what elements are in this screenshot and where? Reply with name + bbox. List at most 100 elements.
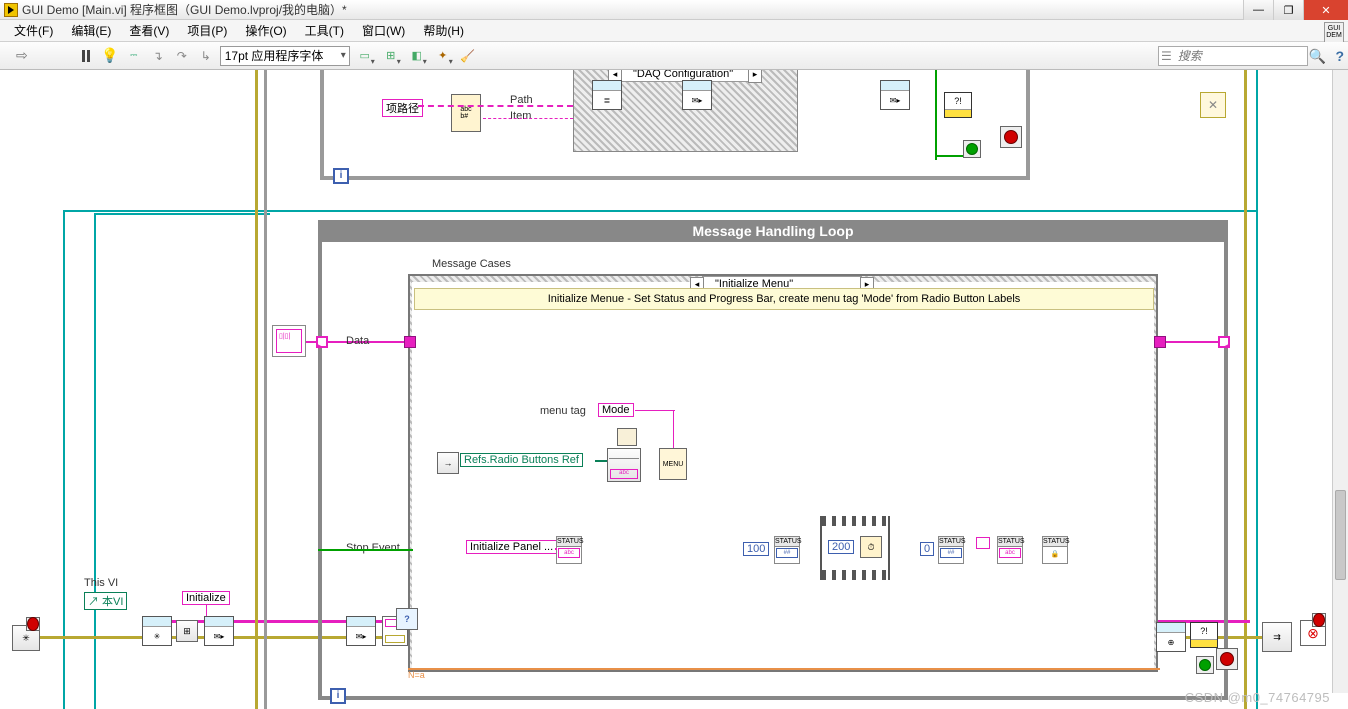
menu-label: MENU [663,461,684,468]
search-input[interactable] [1174,49,1307,63]
disable-node[interactable] [1200,92,1226,118]
path-constant[interactable]: 项路径 [382,99,423,117]
case-selector-terminal[interactable]: ? [396,608,418,630]
wire [418,105,573,107]
wire [483,118,573,119]
error-handler-node[interactable]: ?! [944,92,972,118]
wire [63,210,1258,212]
numeric-constant-200[interactable]: 200 [828,540,854,554]
menu-edit[interactable]: 编辑(E) [63,20,119,41]
unbundle-node[interactable]: abcb# [451,94,481,132]
refs-element[interactable]: Refs.Radio Buttons Ref [460,453,583,467]
label-this-vi: This VI [84,577,118,589]
label-menu-tag: menu tag [540,405,586,417]
scrollbar-thumb[interactable] [1335,490,1346,580]
window-titlebar: GUI Demo [Main.vi] 程序框图（GUI Demo.lvproj/… [0,0,1348,20]
numeric-constant-100[interactable]: 100 [743,542,769,556]
loop-condition[interactable] [1196,656,1214,674]
loop-condition[interactable] [963,140,981,158]
context-help-button[interactable]: ? [1335,48,1344,64]
cleanup-button[interactable]: 🧹 [458,46,478,66]
search-box[interactable]: ☰ [1158,46,1308,66]
menu-subvi[interactable]: MENU [659,448,687,480]
menu-window[interactable]: 窗口(W) [354,20,413,41]
wire [635,410,675,411]
this-vi-constant[interactable]: ↗ 本VI [84,592,127,610]
highlight-execution-button[interactable]: 💡 [100,46,120,66]
initialize-panel-string[interactable]: Initialize Panel ... [466,540,557,554]
step-into-button[interactable]: ↴ [148,46,168,66]
empty-string-constant[interactable] [976,537,990,549]
led-icon [1312,613,1326,627]
stop-terminal[interactable] [1000,126,1022,148]
case-body [412,318,1154,668]
menu-tools[interactable]: 工具(T) [297,20,352,41]
label-item: Item [510,110,531,122]
subvi-node[interactable]: ✉▸ [682,80,712,110]
tunnel [1154,336,1166,348]
font-selector[interactable]: 17pt 应用程序字体 [220,46,350,66]
menu-help[interactable]: 帮助(H) [415,20,472,41]
toolbar: ⇨ 💡 ⎓ ↴ ↷ ↳ 17pt 应用程序字体 ▭ ⊞ ◧ ✦ 🧹 ☰ 🔍 ? [0,42,1348,70]
menu-operate[interactable]: 操作(O) [237,20,294,41]
mode-string-constant[interactable]: Mode [598,403,634,417]
watermark: CSDN @m0_74764795 [1185,690,1330,705]
maximize-button[interactable]: ❐ [1273,0,1303,20]
font-value: 17pt 应用程序字体 [225,47,324,64]
initialize-string-constant[interactable]: Initialize [182,591,230,605]
menu-file[interactable]: 文件(F) [6,20,61,41]
minimize-button[interactable]: — [1243,0,1273,20]
unbundle-by-name[interactable]: → [437,452,459,474]
step-over-button[interactable]: ↷ [172,46,192,66]
numeric-constant-0[interactable]: 0 [920,542,934,556]
menu-view[interactable]: 查看(V) [121,20,177,41]
auto-index-label: N=a [408,670,425,680]
enqueue-subvi[interactable]: ✉▸ [204,616,234,646]
shift-register-right[interactable] [1218,336,1230,348]
reorder-dropdown[interactable]: ✦ [432,46,454,66]
status-indicator[interactable]: STATUSabc [997,536,1023,564]
close-button[interactable]: ✕ [1303,0,1348,20]
wire [264,70,267,709]
resize-dropdown[interactable]: ◧ [406,46,428,66]
for-loop-icon[interactable] [617,428,637,446]
menu-bar: 文件(F) 编辑(E) 查看(V) 项目(P) 操作(O) 工具(T) 窗口(W… [0,20,1348,42]
merge-errors-node[interactable]: ⇉ [1262,622,1292,652]
status-indicator[interactable]: STATUSabc [556,536,582,564]
align-dropdown[interactable]: ▭ [354,46,376,66]
error-handler-node[interactable]: ?! [1190,622,1218,648]
abc-icon: abc [610,469,638,479]
status-indicator[interactable]: STATUS## [774,536,800,564]
subvi-node[interactable]: ✉▸ [880,80,910,110]
subvi-node[interactable]: ⊕ [1156,622,1186,652]
label-message-cases: Message Cases [432,258,511,270]
subvi-node[interactable]: ✳ [142,616,172,646]
wire [555,548,557,550]
wait-ms-node[interactable]: ⏱ [860,536,882,558]
wire [318,549,413,551]
block-diagram-canvas[interactable]: "DAQ Configuration" i 项路径 abcb# Path Ite… [0,70,1348,709]
run-arrow-icon [4,3,18,17]
search-icon[interactable]: 🔍 [1309,48,1326,65]
wire [94,213,96,709]
pause-button[interactable] [76,46,96,66]
window-buttons: — ❐ ✕ [1243,0,1348,20]
menu-project[interactable]: 项目(P) [179,20,235,41]
subvi-node[interactable]: ≣ [592,80,622,110]
vi-icon-badge[interactable]: GUI DEM [1324,22,1344,44]
step-out-button[interactable]: ↳ [196,46,216,66]
stop-terminal[interactable] [1216,648,1238,670]
status-indicator[interactable]: STATUS## [938,536,964,564]
retain-wire-button[interactable]: ⎓ [124,46,144,66]
vertical-scrollbar[interactable] [1332,70,1348,693]
status-indicator[interactable]: STATUS🔒 [1042,536,1068,564]
error-wire [1244,70,1247,709]
dequeue-subvi[interactable]: ✉▸ [346,616,376,646]
run-button[interactable]: ⇨ [16,47,28,64]
data-cluster-constant[interactable]: ▯|▯| [272,325,306,357]
bundle-node[interactable]: ⊞ [176,620,198,642]
shift-register-left[interactable] [316,336,328,348]
window-title: GUI Demo [Main.vi] 程序框图（GUI Demo.lvproj/… [22,1,347,18]
property-node[interactable]: abc [607,448,641,482]
distribute-dropdown[interactable]: ⊞ [380,46,402,66]
